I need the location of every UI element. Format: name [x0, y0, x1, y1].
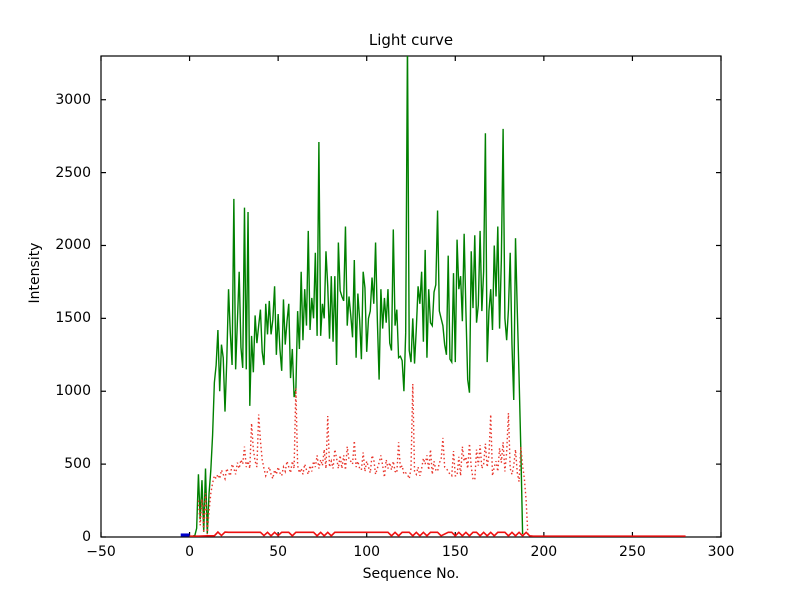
y-tick-label: 1500 — [55, 310, 91, 327]
x-tick-label: 150 — [441, 544, 469, 560]
series-line-red-solid — [189, 530, 686, 537]
x-tick-label: 250 — [619, 544, 646, 560]
x-tick-label: 0 — [185, 544, 195, 560]
chart-title: Light curve — [368, 31, 454, 49]
y-tick-label: 2000 — [55, 237, 91, 254]
x-tick-label: 50 — [269, 544, 288, 560]
axes-frame — [100, 55, 722, 538]
data-series-group — [180, 56, 686, 537]
y-tick-label: 3000 — [55, 91, 91, 108]
series-line-green-solid — [189, 56, 524, 537]
x-axis-label: Sequence No. — [362, 566, 460, 582]
y-tick-label: 500 — [64, 456, 91, 473]
y-tick-label: 0 — [82, 529, 91, 545]
x-tick-label: 200 — [530, 544, 558, 560]
x-tick-label: 100 — [353, 544, 381, 560]
axes-border — [100, 55, 722, 538]
y-tick-label: 1000 — [55, 383, 91, 400]
x-tick-label: −50 — [86, 544, 116, 560]
x-tick-label: 300 — [707, 544, 735, 560]
series-line-red-dotted — [197, 383, 529, 536]
y-tick-label: 2500 — [55, 164, 91, 181]
